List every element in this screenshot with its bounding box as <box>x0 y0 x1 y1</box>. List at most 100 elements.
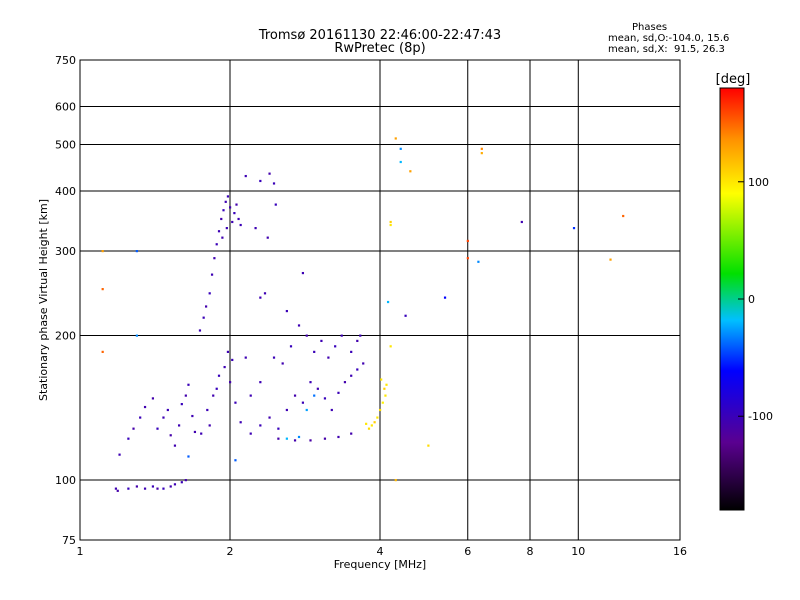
data-point <box>259 179 262 183</box>
data-point <box>180 403 183 406</box>
data-point <box>316 387 319 390</box>
x-tick-label: 6 <box>464 545 471 558</box>
data-point <box>520 220 523 224</box>
data-point <box>337 391 340 394</box>
data-point <box>249 394 252 397</box>
data-point <box>350 432 353 435</box>
data-point <box>394 479 397 482</box>
data-point <box>380 378 383 381</box>
data-point <box>373 421 376 424</box>
data-point <box>379 408 382 412</box>
data-point <box>101 250 104 253</box>
data-point <box>305 334 308 337</box>
data-point <box>350 374 353 377</box>
data-point <box>225 227 228 230</box>
data-point <box>202 316 205 319</box>
data-point <box>220 217 223 221</box>
data-point <box>229 206 232 209</box>
data-point <box>206 408 209 412</box>
data-point <box>127 437 130 440</box>
data-point <box>340 334 343 337</box>
data-point <box>259 381 262 384</box>
y-axis: 75 100 200 300 400 500 600 750 <box>55 54 76 547</box>
data-point <box>259 424 262 427</box>
data-point <box>139 416 142 419</box>
data-point <box>191 414 194 418</box>
phases-mean-o: mean, sd,O:-104.0, 15.6 <box>608 33 730 44</box>
x-tick-label: 1 <box>77 545 84 558</box>
data-point <box>116 489 119 492</box>
data-point <box>305 408 308 412</box>
data-point <box>293 394 297 397</box>
colorbar-tick-label: 100 <box>748 176 769 189</box>
data-point <box>229 381 232 384</box>
data-point <box>385 383 388 386</box>
data-point <box>226 350 230 353</box>
data-point <box>263 292 267 295</box>
y-axis-label: Stationary phase Virtual Height [km] <box>37 199 50 401</box>
data-point <box>208 424 211 427</box>
x-axis: 1 2 4 6 8 10 16 <box>77 545 688 558</box>
data-point <box>198 329 202 332</box>
colorbar-ticks: 100 0 -100 <box>738 176 773 423</box>
data-point <box>226 195 230 198</box>
x-tick-label: 4 <box>377 545 384 558</box>
data-point <box>184 479 187 482</box>
y-tick-label: 400 <box>55 185 76 198</box>
data-point <box>297 435 301 439</box>
data-point <box>239 223 242 227</box>
data-point <box>223 365 226 369</box>
data-point <box>244 174 247 178</box>
colorbar-tick-label: -100 <box>748 410 773 423</box>
data-point <box>235 203 238 206</box>
data-point <box>356 368 359 371</box>
data-point <box>187 383 190 386</box>
data-point <box>233 212 236 215</box>
x-tick-label: 8 <box>527 545 534 558</box>
data-point <box>309 439 312 442</box>
data-point <box>221 236 224 239</box>
y-tick-label: 600 <box>55 101 76 114</box>
data-point <box>180 481 183 484</box>
data-point <box>301 401 305 404</box>
data-point <box>234 401 237 404</box>
data-point <box>285 437 288 440</box>
data-point <box>281 362 284 365</box>
data-point <box>370 424 373 427</box>
data-point <box>151 485 155 488</box>
data-point <box>222 209 225 212</box>
data-point <box>362 362 365 365</box>
y-tick-label: 750 <box>55 54 76 67</box>
data-point <box>268 172 271 175</box>
data-point <box>135 250 138 253</box>
data-point <box>622 214 625 218</box>
data-point <box>156 487 159 490</box>
data-point <box>204 305 208 308</box>
data-point <box>285 309 288 313</box>
data-point <box>289 345 293 348</box>
data-point <box>151 397 155 400</box>
data-point <box>210 273 214 276</box>
data-point <box>323 397 327 400</box>
data-point <box>277 437 280 440</box>
data-point <box>266 236 269 239</box>
data-point <box>135 334 138 337</box>
data-point <box>101 350 104 353</box>
data-point <box>381 401 384 404</box>
data-point <box>609 258 612 261</box>
chart-subtitle: RwPretec (8p) <box>334 41 426 56</box>
x-tick-label: 2 <box>227 545 234 558</box>
data-point <box>274 203 277 206</box>
y-tick-label: 500 <box>55 139 76 152</box>
plot-frame <box>79 59 681 541</box>
x-tick-label: 16 <box>673 545 687 558</box>
data-point <box>323 437 327 440</box>
colorbar-tick-label: 0 <box>748 293 755 306</box>
data-point <box>272 356 276 359</box>
data-point <box>244 356 247 359</box>
data-point <box>177 424 181 427</box>
data-point <box>231 358 234 362</box>
data-point <box>118 453 121 456</box>
data-point <box>169 434 172 437</box>
